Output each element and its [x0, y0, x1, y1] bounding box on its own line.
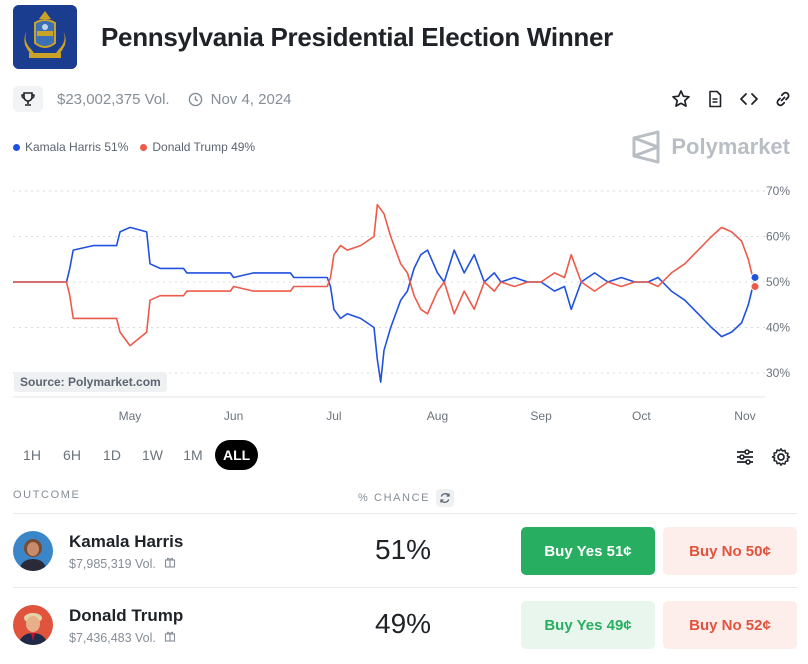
x-tick-label: Jun — [224, 409, 243, 423]
market-header: Pennsylvania Presidential Election Winne… — [13, 5, 613, 69]
buy-no-button[interactable]: Buy No 50¢ — [663, 527, 797, 575]
polymarket-watermark: Polymarket — [631, 130, 790, 164]
chance-header-label: % CHANCE — [358, 492, 431, 504]
x-tick-label: Aug — [427, 409, 448, 423]
legend-trump: Donald Trump 49% — [140, 140, 255, 154]
code-icon[interactable] — [738, 88, 760, 110]
link-icon[interactable] — [772, 88, 794, 110]
outcome-volume-text: $7,985,319 Vol. — [69, 556, 156, 571]
gift-icon[interactable] — [164, 630, 176, 645]
series-end-dot — [750, 272, 760, 282]
range-all[interactable]: ALL — [215, 440, 259, 470]
y-tick-label: 70% — [766, 184, 790, 198]
legend-harris: Kamala Harris 51% — [13, 140, 128, 154]
outcome-chance: 51% — [375, 534, 432, 565]
gear-icon[interactable] — [770, 446, 792, 468]
outcome-row-harris[interactable]: Kamala Harris $7,985,319 Vol. 51% Buy Ye… — [13, 513, 797, 587]
chart-source: Source: Polymarket.com — [14, 372, 167, 392]
market-volume: $23,002,375 Vol. — [57, 90, 170, 108]
outcome-volume: $7,985,319 Vol. — [69, 556, 176, 571]
watermark-text: Polymarket — [671, 134, 790, 159]
buy-yes-button[interactable]: Buy Yes 49¢ — [521, 601, 655, 649]
market-meta: $23,002,375 Vol. Nov 4, 2024 — [13, 86, 292, 112]
chance-header: % CHANCE — [358, 489, 455, 507]
document-icon[interactable] — [704, 88, 726, 110]
y-tick-label: 30% — [766, 366, 790, 380]
series-line-donald-trump — [13, 203, 756, 347]
sliders-icon[interactable] — [734, 446, 756, 468]
legend-harris-label: Kamala Harris 51% — [25, 140, 129, 154]
range-1w[interactable]: 1W — [142, 447, 163, 463]
clock-icon — [188, 92, 203, 107]
outcome-volume-text: $7,436,483 Vol. — [69, 630, 156, 645]
chart-legend: Kamala Harris 51% Donald Trump 49% — [13, 140, 255, 154]
series-end-dot — [750, 282, 760, 292]
range-1m[interactable]: 1M — [183, 447, 203, 463]
range-6h[interactable]: 6H — [63, 447, 81, 463]
x-tick-label: Nov — [734, 409, 755, 423]
outcome-name: Kamala Harris — [69, 532, 184, 551]
x-tick-label: May — [119, 409, 142, 423]
outcome-row-trump[interactable]: Donald Trump $7,436,483 Vol. 49% Buy Yes… — [13, 587, 797, 661]
pennsylvania-flag-icon — [13, 5, 77, 69]
legend-harris-dot — [13, 143, 20, 151]
polymarket-logo-icon — [632, 130, 660, 164]
x-tick-label: Jul — [326, 409, 341, 423]
legend-trump-label: Donald Trump 49% — [152, 140, 256, 154]
x-tick-label: Sep — [530, 409, 552, 423]
time-range-selector: 1H 6H 1D 1W 1M ALL — [14, 440, 259, 470]
trophy-icon[interactable] — [13, 86, 43, 112]
outcome-chance: 49% — [375, 608, 432, 639]
gift-icon[interactable] — [164, 556, 176, 571]
outcome-header: OUTCOME — [13, 489, 81, 501]
y-tick-label: 40% — [766, 321, 790, 335]
chart-controls — [734, 446, 792, 468]
price-chart[interactable]: 70% 60% 50% 40% 30% May Jun Jul Aug Sep Oct Nov — [0, 175, 808, 430]
market-date: Nov 4, 2024 — [210, 90, 292, 108]
star-icon[interactable] — [670, 88, 692, 110]
range-1h[interactable]: 1H — [23, 447, 41, 463]
buy-no-button[interactable]: Buy No 52¢ — [663, 601, 797, 649]
range-1d[interactable]: 1D — [103, 447, 121, 463]
market-toolbar — [670, 88, 794, 110]
legend-trump-dot — [140, 143, 148, 151]
avatar-trump — [13, 605, 53, 645]
outcome-volume: $7,436,483 Vol. — [69, 630, 176, 645]
refresh-icon[interactable] — [436, 489, 455, 507]
series-line-kamala-harris — [13, 226, 756, 383]
outcome-name: Donald Trump — [69, 606, 184, 625]
y-tick-label: 50% — [766, 275, 790, 289]
y-tick-label: 60% — [766, 230, 790, 244]
x-tick-label: Oct — [632, 409, 651, 423]
buy-yes-button[interactable]: Buy Yes 51¢ — [521, 527, 655, 575]
avatar-harris — [13, 531, 53, 571]
page-title: Pennsylvania Presidential Election Winne… — [101, 21, 613, 52]
